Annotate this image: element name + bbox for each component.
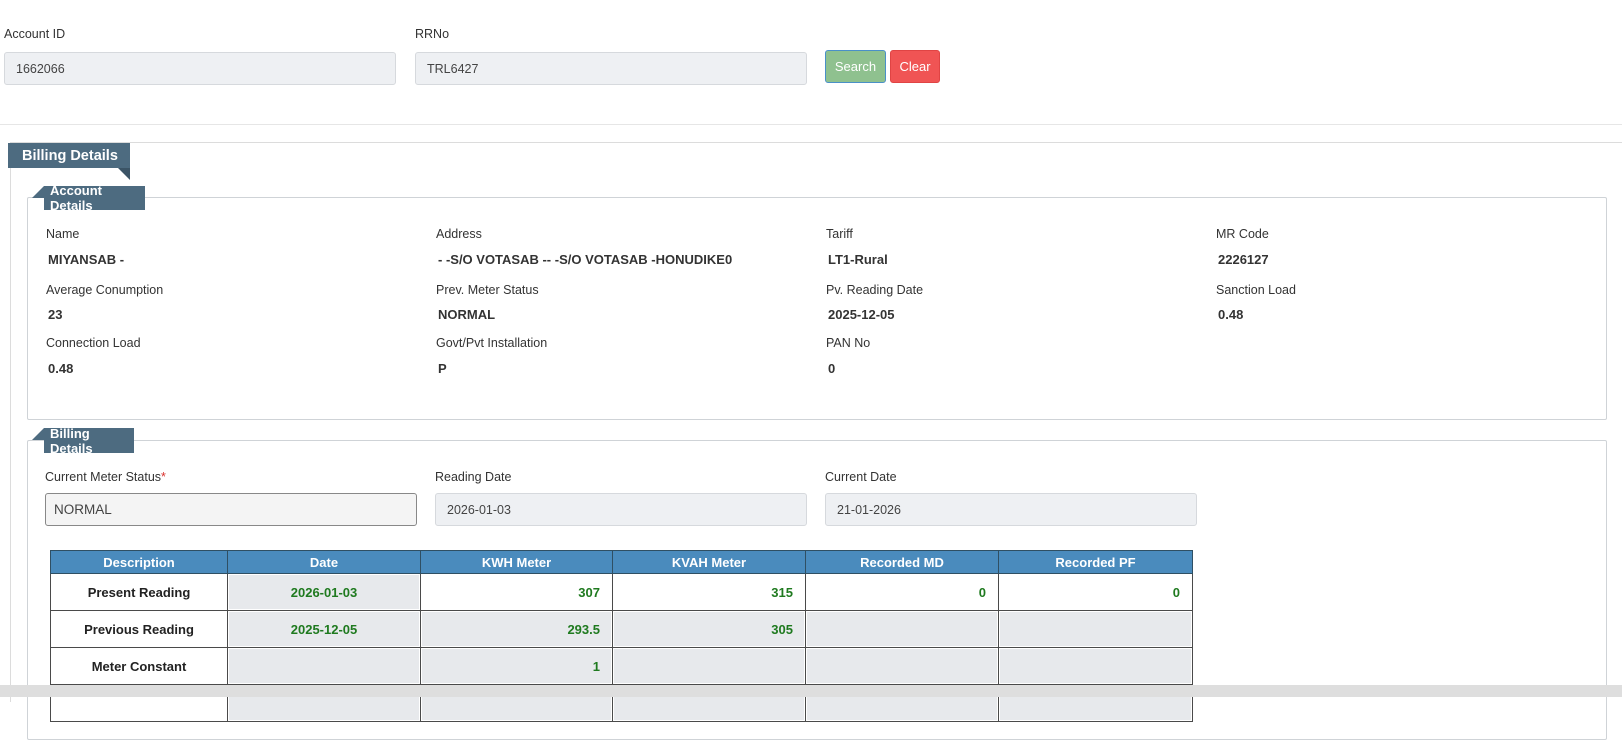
required-mark: *	[161, 470, 166, 484]
field-value: 23	[48, 307, 63, 322]
tab-fold	[32, 186, 44, 198]
table-cell: Previous Reading	[50, 610, 228, 648]
label-text: Current Meter Status	[45, 470, 162, 484]
panel	[10, 142, 1622, 702]
field-label: Address	[436, 227, 482, 241]
table-cell	[998, 647, 1193, 685]
field-label: Current Date	[825, 470, 897, 484]
column-header: KVAH Meter	[612, 550, 806, 574]
column-header: Recorded MD	[805, 550, 999, 574]
field-label: Tariff	[826, 227, 853, 241]
field-value: LT1-Rural	[828, 252, 888, 267]
field-value: 0.48	[48, 361, 74, 376]
table-cell: Present Reading	[50, 573, 228, 611]
field-value: - -S/O VOTASAB -- -S/O VOTASAB -HONUDIKE…	[438, 252, 733, 267]
field-label: Average Conumption	[46, 283, 164, 297]
select-input[interactable]: NORMAL	[45, 493, 417, 526]
clear-button[interactable]: Clear	[890, 50, 940, 83]
field-value: P	[438, 361, 447, 376]
field-label: RRNo	[415, 27, 450, 41]
field-label: Prev. Meter Status	[436, 283, 539, 297]
table-cell: 305	[612, 610, 806, 648]
table-cell: 1	[420, 647, 613, 685]
table-row: Previous Reading 2025-12-05 293.5 305	[50, 610, 1193, 648]
table-cell: 293.5	[420, 610, 613, 648]
section-title: Account Details	[44, 183, 145, 213]
field-value: 0	[828, 361, 836, 376]
text-input[interactable]: 1662066	[4, 52, 396, 85]
field-value: 2025-12-05	[828, 307, 895, 322]
text-input: 21-01-2026	[825, 493, 1197, 526]
table-cell: 0	[998, 573, 1193, 611]
tab-fold	[32, 428, 44, 440]
text-input: 2026-01-03	[435, 493, 807, 526]
field-label: MR Code	[1216, 227, 1269, 241]
column-header: KWH Meter	[420, 550, 613, 574]
section-title: Billing Details	[44, 426, 134, 456]
field-label: Pv. Reading Date	[826, 283, 924, 297]
table-cell: Meter Constant	[50, 647, 228, 685]
divider	[0, 124, 1622, 125]
panel-title: Billing Details	[8, 143, 130, 168]
table-row: Present Reading 2026-01-03 307 315 0 0	[50, 573, 1193, 611]
account-fieldset	[27, 197, 1607, 420]
table-row: Meter Constant 1	[50, 647, 1193, 685]
field-label: Name	[46, 227, 80, 241]
field-label: Connection Load	[46, 336, 141, 350]
field-value: 2226127	[1218, 252, 1269, 267]
field-label: Govt/Pvt Installation	[436, 336, 548, 350]
table-cell	[805, 647, 999, 685]
tab-fold	[118, 168, 130, 180]
field-label: Account ID	[4, 27, 66, 41]
field-value: 0.48	[1218, 307, 1244, 322]
table-cell	[227, 647, 421, 685]
text-input[interactable]: TRL6427	[415, 52, 807, 85]
column-header: Recorded PF	[998, 550, 1193, 574]
label-text: Current Date	[825, 470, 897, 484]
field-value: MIYANSAB -	[48, 252, 125, 267]
table-cell: 0	[805, 573, 999, 611]
table-cell: 2025-12-05	[227, 610, 421, 648]
field-label: Current Meter Status*	[45, 470, 166, 484]
field-value: NORMAL	[438, 307, 496, 322]
label-text: Reading Date	[435, 470, 512, 484]
field-label: PAN No	[826, 336, 871, 350]
table-cell	[805, 610, 999, 648]
page: Account ID 1662066 RRNo TRL6427 Search Clear N…	[0, 27, 1622, 740]
search-button[interactable]: Search	[825, 50, 886, 83]
column-header: Description	[50, 550, 228, 574]
field-label: Sanction Load	[1216, 283, 1296, 297]
table-cell	[998, 610, 1193, 648]
field-label: Reading Date	[435, 470, 511, 484]
scrollbar[interactable]	[0, 685, 1622, 697]
